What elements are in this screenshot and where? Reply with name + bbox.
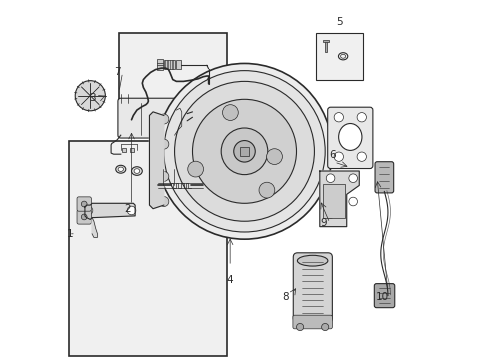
Circle shape: [266, 149, 282, 165]
Text: 10: 10: [375, 292, 388, 302]
Circle shape: [348, 174, 357, 183]
FancyBboxPatch shape: [293, 253, 332, 322]
Polygon shape: [92, 218, 97, 237]
Bar: [163, 60, 174, 69]
Circle shape: [159, 114, 168, 124]
Bar: [325, 41, 326, 52]
Bar: [69, 140, 226, 356]
Ellipse shape: [131, 167, 142, 175]
Bar: [316, 33, 362, 80]
Circle shape: [163, 71, 325, 232]
FancyBboxPatch shape: [77, 197, 91, 211]
Bar: [240, 147, 248, 156]
Circle shape: [356, 152, 366, 161]
Ellipse shape: [118, 167, 123, 171]
Circle shape: [348, 197, 357, 206]
Polygon shape: [85, 203, 135, 220]
Bar: [323, 184, 344, 218]
Text: 8: 8: [282, 292, 288, 302]
Bar: [160, 159, 165, 161]
Circle shape: [159, 197, 168, 207]
FancyBboxPatch shape: [374, 162, 393, 193]
Text: 7: 7: [114, 67, 120, 77]
Circle shape: [156, 63, 332, 239]
Circle shape: [81, 201, 87, 207]
Bar: [119, 33, 226, 134]
Circle shape: [259, 182, 274, 198]
Ellipse shape: [116, 165, 125, 173]
Polygon shape: [149, 112, 163, 209]
Circle shape: [187, 161, 203, 177]
Bar: [176, 129, 179, 139]
Ellipse shape: [187, 167, 201, 180]
Circle shape: [75, 81, 105, 111]
Circle shape: [321, 323, 328, 330]
Bar: [129, 148, 134, 152]
Circle shape: [129, 118, 133, 122]
Bar: [162, 160, 164, 169]
FancyBboxPatch shape: [292, 315, 332, 329]
Text: 9: 9: [320, 218, 326, 228]
FancyBboxPatch shape: [118, 98, 179, 138]
FancyBboxPatch shape: [373, 284, 394, 308]
Text: 2: 2: [124, 204, 131, 214]
Circle shape: [84, 206, 93, 215]
Circle shape: [159, 139, 168, 149]
Bar: [204, 92, 212, 98]
Text: 6: 6: [328, 150, 335, 160]
Bar: [178, 114, 187, 123]
Text: 3: 3: [89, 93, 95, 103]
Bar: [171, 159, 176, 161]
Circle shape: [325, 174, 334, 183]
Text: 1: 1: [66, 229, 73, 239]
Circle shape: [221, 128, 267, 175]
Bar: [323, 40, 328, 42]
Circle shape: [159, 171, 168, 181]
Circle shape: [174, 81, 314, 221]
Circle shape: [296, 323, 303, 330]
Text: 5: 5: [336, 17, 342, 27]
Text: 4: 4: [226, 275, 233, 285]
Bar: [156, 59, 163, 69]
Circle shape: [127, 116, 136, 124]
Circle shape: [333, 152, 343, 161]
Ellipse shape: [338, 123, 361, 150]
Circle shape: [127, 206, 136, 215]
Circle shape: [356, 113, 366, 122]
Circle shape: [333, 113, 343, 122]
Ellipse shape: [297, 255, 327, 266]
FancyBboxPatch shape: [327, 107, 372, 168]
Polygon shape: [319, 171, 359, 226]
Ellipse shape: [134, 169, 140, 174]
Circle shape: [325, 210, 334, 219]
Circle shape: [233, 140, 255, 162]
Bar: [172, 160, 175, 169]
Bar: [175, 127, 180, 130]
Bar: [122, 148, 126, 152]
Circle shape: [222, 105, 238, 121]
Bar: [175, 60, 181, 69]
Circle shape: [81, 214, 87, 220]
Circle shape: [192, 99, 296, 203]
FancyBboxPatch shape: [77, 210, 91, 224]
